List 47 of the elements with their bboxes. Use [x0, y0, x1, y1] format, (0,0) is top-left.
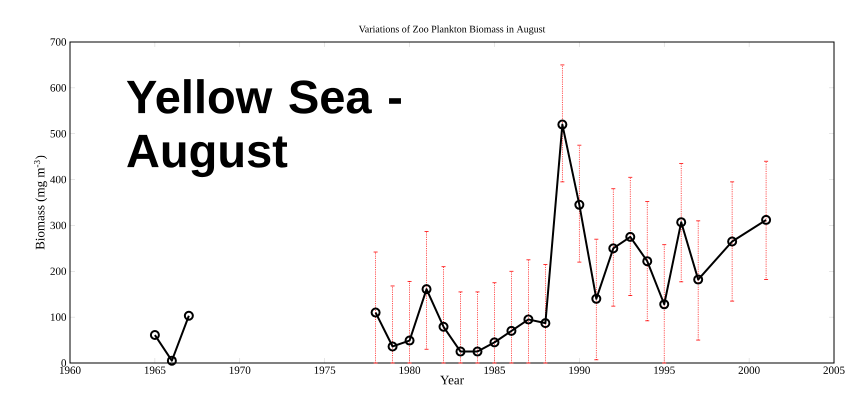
y-tick-label: 200 [50, 268, 66, 275]
point [523, 314, 534, 324]
point [438, 322, 449, 332]
x-tick-label: 1990 [569, 366, 590, 374]
y-tick-label: 500 [50, 130, 66, 138]
x-tick-label: 1960 [60, 366, 81, 374]
point [388, 341, 398, 352]
y-tick-label: 100 [50, 313, 66, 321]
point [506, 326, 516, 336]
point [489, 337, 500, 348]
point [693, 274, 704, 285]
point [540, 318, 550, 328]
point [659, 299, 670, 310]
y-tick-label: 0 [61, 359, 66, 367]
point [727, 236, 738, 246]
x-tick-label: 1980 [400, 366, 420, 374]
point [608, 243, 618, 254]
point [166, 356, 177, 366]
y-tick-label: 300 [50, 222, 66, 230]
point [472, 346, 482, 357]
x-tick-label: 2000 [738, 366, 760, 374]
x-axis-title: Year [440, 376, 464, 384]
point [591, 294, 602, 304]
point [574, 200, 584, 210]
x-tick-label: 2005 [823, 366, 845, 374]
point [184, 310, 194, 321]
point [557, 120, 568, 130]
annotation: Yellow Sea - August [126, 79, 401, 178]
x-tick-label: 1970 [230, 366, 250, 374]
y-tick-label: 400 [50, 176, 66, 184]
point [455, 346, 466, 357]
point [370, 308, 381, 318]
point [422, 284, 432, 294]
y-tick-label: 600 [50, 84, 66, 92]
x-tick-label: 1965 [144, 366, 166, 374]
point [676, 217, 686, 228]
point [761, 214, 772, 225]
point [404, 336, 415, 346]
point [150, 330, 160, 340]
chart-title: Variations of Zoo Plankton Biomass in August [358, 25, 546, 35]
x-tick-label: 1975 [314, 366, 336, 374]
point [625, 232, 636, 242]
y-axis-title: Biomass (mg m$^{-3}$) [34, 156, 48, 250]
point [642, 256, 652, 266]
x-tick-label: 1985 [484, 366, 506, 374]
x-tick-label: 1995 [654, 366, 675, 374]
y-tick-label: 700 [50, 38, 66, 46]
